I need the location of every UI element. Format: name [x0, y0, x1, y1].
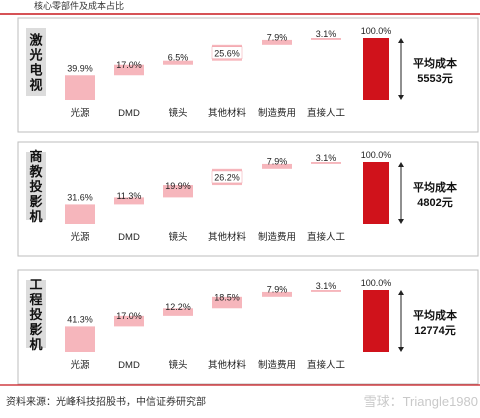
range-arrow-head-down [398, 219, 404, 224]
cost-bar [262, 291, 292, 297]
category-label: 制造费用 [258, 359, 296, 371]
range-arrow-head-up [398, 38, 404, 43]
total-bar [363, 162, 389, 224]
category-label: 镜头 [168, 231, 187, 243]
panel-label-char: 电 [29, 63, 42, 78]
cost-bar [311, 290, 341, 292]
category-label: 其他材料 [208, 359, 247, 371]
category-label: DMD [118, 360, 140, 371]
cost-bar [114, 64, 144, 76]
total-cost-label: 平均成本 [413, 56, 457, 70]
value-label: 100.0% [361, 278, 392, 288]
category-label: 其他材料 [208, 107, 247, 119]
panel-label-char: 程 [29, 292, 42, 307]
total-cost-label: 平均成本 [413, 308, 457, 322]
cost-bar [311, 162, 341, 164]
category-label: 光源 [70, 359, 90, 371]
value-label: 11.3% [117, 191, 142, 201]
range-arrow-head-down [398, 347, 404, 352]
panel-label-box [26, 28, 46, 96]
category-label: 光源 [70, 231, 90, 243]
category-label: 直接人工 [307, 231, 346, 243]
cost-bar [65, 326, 95, 352]
category-label: 镜头 [168, 107, 187, 119]
value-label: 25.6% [214, 48, 240, 58]
value-label: 17.0% [116, 60, 142, 70]
total-cost-value: 12774元 [414, 324, 456, 337]
value-label-tag [211, 46, 243, 60]
cost-bar [114, 197, 144, 205]
cost-bar [212, 296, 242, 309]
panel-label-char: 影 [29, 322, 42, 337]
cost-bar [163, 60, 193, 65]
header-title: 核心零部件及成本占比 [34, 1, 125, 11]
panel-label-char: 影 [29, 194, 42, 209]
total-cost-value: 5553元 [417, 72, 452, 85]
total-bar [363, 290, 389, 352]
category-label: 制造费用 [258, 107, 296, 119]
panel-label-char: 投 [29, 307, 42, 322]
category-label: 光源 [70, 107, 90, 119]
category-label: 制造费用 [258, 231, 296, 243]
value-label: 6.5% [168, 53, 189, 63]
value-label: 7.9% [267, 156, 288, 166]
value-label: 17.0% [116, 311, 142, 321]
value-label: 3.1% [316, 29, 337, 39]
value-label: 7.9% [267, 32, 288, 42]
panel-label-char: 投 [29, 179, 42, 194]
total-cost-value: 4802元 [417, 196, 452, 209]
range-arrow-head-down [398, 95, 404, 100]
value-label-tag [211, 170, 243, 184]
panel-label-char: 机 [29, 209, 42, 224]
panel-label-char: 机 [29, 337, 42, 352]
panel-label-char: 教 [28, 164, 43, 179]
cost-bar [311, 38, 341, 40]
value-label: 3.1% [316, 281, 337, 291]
category-label: 直接人工 [307, 107, 346, 119]
panel-label-char: 商 [29, 149, 42, 164]
total-bar [363, 38, 389, 100]
panel-label-char: 激 [29, 33, 43, 48]
cost-bar [262, 163, 292, 169]
footer-source: 资料来源：光峰科技招股书，中信证券研究部 [6, 395, 206, 408]
category-label: 直接人工 [307, 359, 346, 371]
cost-bar [65, 204, 95, 224]
cost-bar [114, 315, 144, 327]
value-label: 39.9% [67, 63, 93, 73]
panel-label-char: 工 [29, 277, 42, 292]
category-label: DMD [118, 232, 140, 243]
value-label: 12.2% [165, 302, 191, 312]
range-arrow-head-up [398, 162, 404, 167]
cost-bar [163, 185, 193, 198]
value-label: 7.9% [267, 284, 288, 294]
value-label: 3.1% [316, 153, 337, 163]
category-label: DMD [118, 108, 140, 119]
value-label: 18.5% [214, 293, 240, 303]
value-label: 100.0% [361, 26, 392, 36]
cost-bar [163, 308, 193, 316]
value-label: 26.2% [214, 172, 240, 182]
cost-bar [65, 75, 95, 100]
category-label: 其他材料 [208, 231, 247, 243]
footer-watermark: 雪球：Triangle1980 [364, 394, 478, 409]
total-cost-label: 平均成本 [413, 180, 457, 194]
panel-label-char: 光 [28, 48, 42, 63]
panel-label-box [26, 152, 46, 220]
value-label: 100.0% [361, 150, 392, 160]
value-label: 31.6% [67, 192, 93, 202]
cost-bar [262, 39, 292, 45]
value-label: 19.9% [165, 181, 191, 191]
category-label: 镜头 [168, 359, 187, 371]
value-label: 41.3% [67, 314, 93, 324]
range-arrow-head-up [398, 290, 404, 295]
panel-label-char: 视 [29, 78, 42, 93]
panel-label-box [26, 280, 46, 348]
